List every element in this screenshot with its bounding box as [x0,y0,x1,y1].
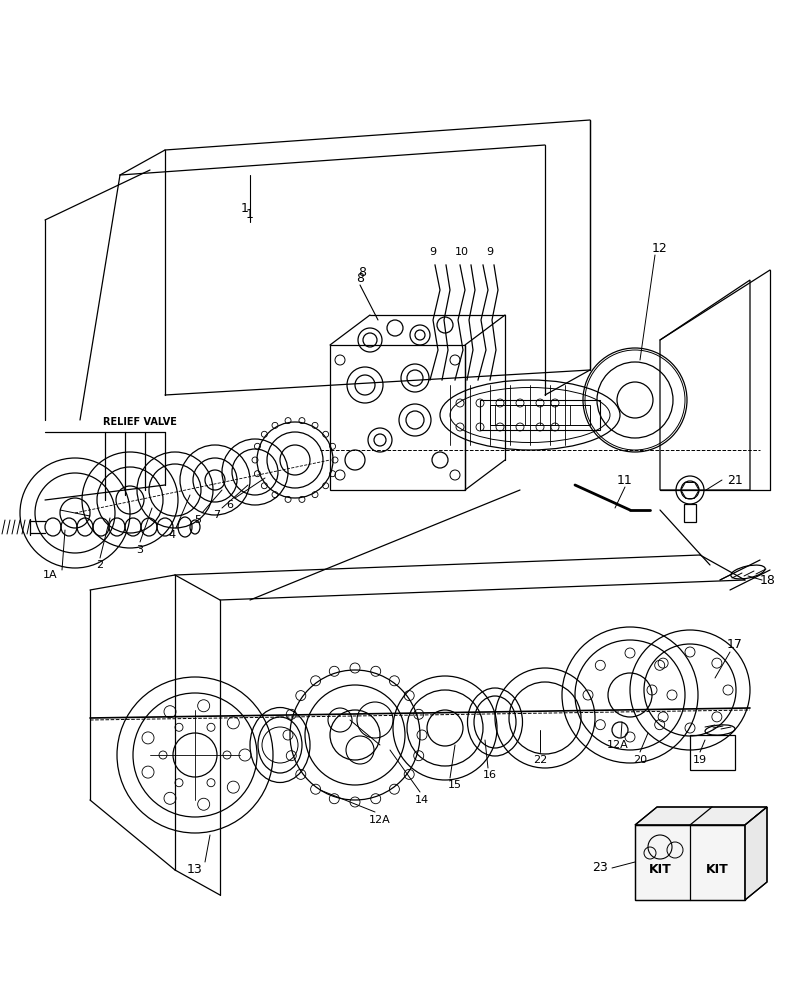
Text: 8: 8 [358,265,366,278]
Text: 16: 16 [483,770,496,780]
Text: 20: 20 [632,755,646,765]
Text: 15: 15 [448,780,461,790]
Text: 22: 22 [532,755,547,765]
Text: RELIEF VALVE: RELIEF VALVE [103,417,177,427]
Text: 5: 5 [195,515,201,525]
Polygon shape [634,807,766,825]
Text: 12A: 12A [369,815,390,825]
Text: 12: 12 [651,241,667,254]
Bar [479,400,599,430]
Text: 1: 1 [246,209,254,222]
Text: 19: 19 [692,755,706,765]
Bar [634,825,744,900]
Text: 9: 9 [429,247,436,257]
Text: 9: 9 [486,247,493,257]
Text: 2: 2 [97,560,104,570]
Polygon shape [744,807,766,900]
Text: 4: 4 [168,530,175,540]
Text: 1: 1 [241,202,249,215]
Text: 17: 17 [726,639,742,652]
Text: KIT: KIT [705,863,727,876]
Text: 23: 23 [591,861,607,874]
Text: 6: 6 [226,500,234,510]
Text: 12A: 12A [607,740,628,750]
Bar [489,405,590,425]
Bar [683,504,695,522]
Text: 3: 3 [136,545,144,555]
Text: 10: 10 [454,247,469,257]
Text: KIT: KIT [648,863,671,876]
Text: 18: 18 [759,574,775,586]
Text: 13: 13 [187,863,203,876]
Bar [634,825,744,900]
Text: 21: 21 [726,474,742,487]
Text: 11: 11 [616,474,632,487]
Text: 1A: 1A [43,570,58,580]
Text: 7: 7 [213,510,221,520]
Bar [689,735,734,770]
Text: 8: 8 [355,271,363,284]
Bar [329,345,465,490]
Text: 14: 14 [414,795,428,805]
